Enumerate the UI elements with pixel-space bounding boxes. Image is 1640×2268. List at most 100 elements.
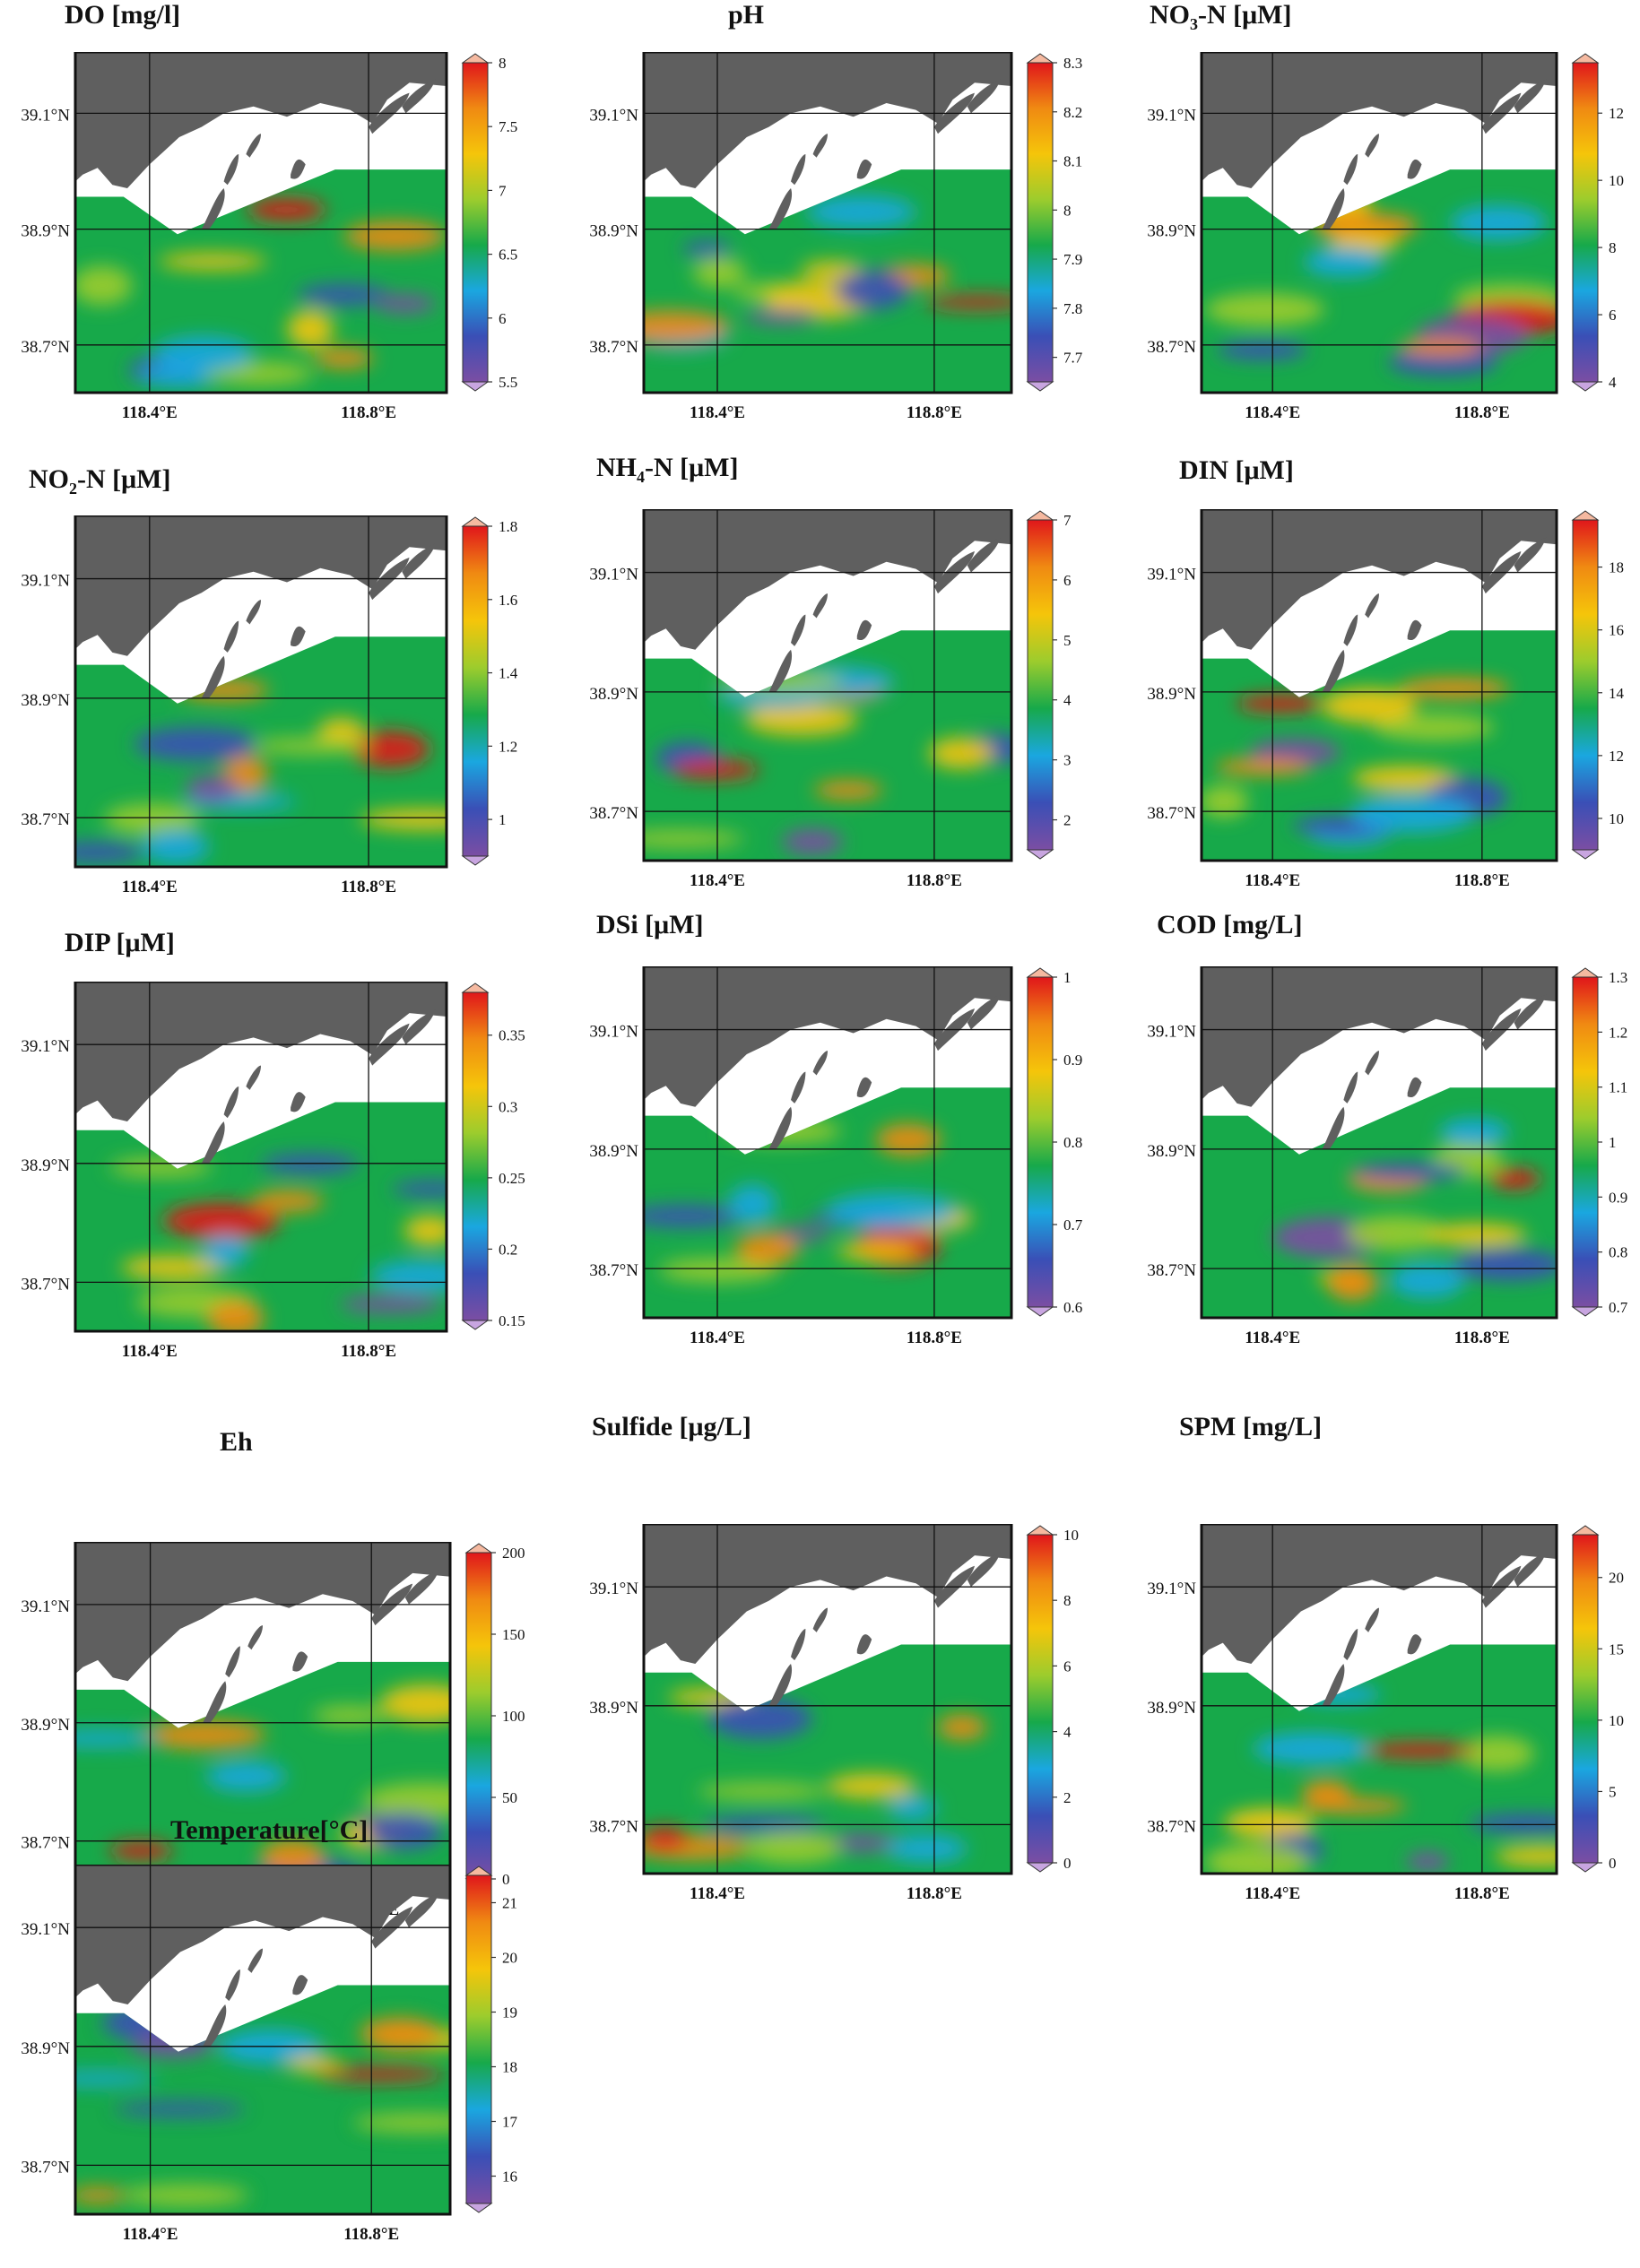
island: [1365, 1607, 1379, 1632]
colorbar-tick-label: 14: [1609, 685, 1625, 702]
panel-title-cod: COD [mg/L]: [1157, 910, 1302, 940]
field-patch: [1427, 1223, 1527, 1246]
island: [225, 1969, 240, 2002]
colorbar-tick-label: 0.7: [1609, 1299, 1628, 1316]
field-patch: [744, 1831, 842, 1865]
lat-label: 38.7°N: [1147, 338, 1196, 357]
island: [768, 188, 793, 229]
colorbar-tick-label: 6: [499, 310, 507, 327]
lon-label: 118.4°E: [690, 871, 745, 890]
colorbar-tick-label: 8: [1063, 202, 1072, 219]
map-frame: [1200, 966, 1558, 1320]
field-patch: [782, 828, 843, 855]
colorbar-tick-label: 0.9: [1609, 1189, 1627, 1206]
title-main: Eh: [220, 1427, 253, 1457]
panel-title-temp: Temperature[°C]: [170, 1815, 368, 1846]
field-patch: [1350, 794, 1474, 833]
colorbar: [1027, 1534, 1054, 1864]
colorbar-tick-label: 6: [1609, 307, 1617, 324]
colorbar-tick-label: 0.15: [499, 1312, 525, 1329]
island: [223, 154, 239, 186]
field-patch: [158, 253, 267, 270]
field-patch: [134, 727, 260, 761]
colorbar: [462, 991, 489, 1321]
island: [1407, 1077, 1422, 1098]
lat-label: 38.9°N: [21, 691, 70, 710]
colorbar-bottom-arrow: [1571, 849, 1600, 860]
title-main: Sulfide [μg/L]: [592, 1412, 751, 1441]
colorbar-tick-label: 10: [1609, 1712, 1624, 1729]
coastline-land: [1202, 966, 1557, 1107]
island: [768, 1664, 793, 1706]
colorbar-tick-label: 16: [502, 2168, 517, 2186]
colorbar-top-arrow: [1026, 967, 1054, 978]
concentration-field: [1202, 1644, 1557, 1874]
title-main: Temperature[°C]: [170, 1815, 369, 1845]
colorbar-tick-label: 10: [1063, 1527, 1079, 1544]
field-patch: [250, 737, 370, 755]
field-patch: [370, 1260, 447, 1293]
lat-label: 38.7°N: [589, 804, 638, 823]
island: [1514, 537, 1547, 573]
lat-label: 38.7°N: [589, 1261, 638, 1280]
colorbar-top-arrow: [461, 983, 490, 993]
lat-label: 38.7°N: [21, 1834, 70, 1853]
title-subscript: 3: [1190, 15, 1198, 33]
island: [1322, 649, 1345, 692]
island: [1365, 134, 1379, 158]
field-patch: [363, 1782, 450, 1819]
field-patch: [697, 1783, 829, 1800]
map-frame: [642, 52, 1013, 394]
colorbar-top-arrow: [1026, 1525, 1054, 1536]
colorbar-top-arrow: [464, 1543, 493, 1554]
title-subscript: 4: [637, 468, 645, 486]
field-patch: [352, 2113, 450, 2133]
colorbar-tick-label: 19: [502, 2004, 517, 2021]
coastline-land: [75, 515, 447, 656]
lat-label: 38.9°N: [21, 1716, 70, 1735]
island: [246, 1065, 261, 1090]
field-patch: [101, 2002, 219, 2043]
field-patch: [1373, 714, 1495, 741]
colorbar-tick-label: 0.3: [499, 1098, 517, 1115]
field-patch: [1399, 338, 1482, 357]
field-patch: [343, 221, 447, 251]
island: [246, 600, 261, 625]
field-patch: [1347, 1216, 1445, 1251]
lat-label: 39.1°N: [589, 1580, 638, 1598]
field-patch: [75, 2071, 156, 2086]
colorbar-tick-label: 7.5: [499, 118, 517, 135]
lon-label: 118.8°E: [341, 878, 396, 896]
map-panel-dsi: 39.1°N 38.9°N 38.7°N 118.4°E 118.8°E 1 0.9 0.8 0…: [589, 966, 1083, 1347]
coastline-land: [75, 1542, 450, 1682]
colorbar-tick-label: 4: [1063, 692, 1072, 709]
lon-label: 118.4°E: [122, 403, 178, 422]
island: [291, 626, 306, 647]
lon-label: 118.4°E: [123, 2225, 178, 2244]
colorbar-tick-label: 7.9: [1063, 251, 1082, 268]
colorbar-tick-label: 0: [1609, 1855, 1617, 1872]
colorbar-tick-label: 21: [502, 1895, 517, 1912]
map-frame: [74, 52, 448, 394]
field-patch: [297, 284, 389, 306]
map-panel-sulfide: 39.1°N 38.9°N 38.7°N 118.4°E 118.8°E 10 8 6 4 2 0: [589, 1524, 1079, 1903]
island: [1365, 593, 1379, 619]
colorbar-tick-label: 2: [1063, 812, 1072, 829]
island: [1407, 159, 1422, 179]
field-patch: [1236, 695, 1325, 713]
colorbar-tick-label: 1.1: [1609, 1079, 1627, 1096]
lat-label: 39.1°N: [1147, 106, 1196, 125]
field-patch: [827, 1773, 916, 1799]
island: [812, 1607, 828, 1632]
island: [967, 79, 1001, 114]
island: [402, 79, 436, 114]
lat-label: 39.1°N: [589, 106, 638, 125]
field-patch: [351, 731, 430, 767]
colorbar-tick-label: 18: [1609, 559, 1624, 576]
lat-label: 39.1°N: [21, 1920, 70, 1939]
colorbar-top-arrow: [1026, 53, 1054, 64]
island: [812, 1051, 828, 1076]
field-patch: [644, 310, 730, 343]
lat-label: 38.9°N: [589, 685, 638, 704]
field-patch: [247, 198, 326, 221]
